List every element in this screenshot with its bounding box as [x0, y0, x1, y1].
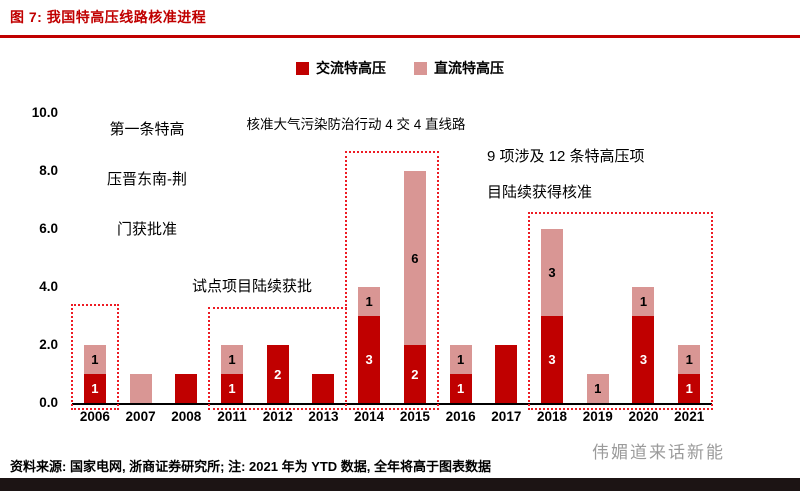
- x-tick-label: 2017: [491, 409, 522, 424]
- bar-value-label: 1: [594, 381, 602, 396]
- bar-column: [301, 113, 347, 403]
- bar-value-label: 1: [685, 352, 693, 367]
- bar-segment-ac: 3: [632, 316, 655, 403]
- x-tick-label: 2015: [399, 409, 430, 424]
- figure-header: 图 7: 我国特高压线路核准进程: [0, 0, 800, 38]
- bar-value-label: 1: [365, 294, 373, 309]
- bar-segment-ac: [495, 345, 518, 403]
- source-note: 资料来源: 国家电网, 浙商证券研究所; 注: 2021 年为 YTD 数据, …: [10, 459, 492, 474]
- annotation-air-pollution-action: 核准大气污染防治行动 4 交 4 直线路: [246, 117, 466, 132]
- bar-value-label: 3: [548, 265, 556, 280]
- x-tick-label: 2013: [308, 409, 339, 424]
- x-tick-label: 2008: [171, 409, 202, 424]
- x-tick-label: 2006: [79, 409, 110, 424]
- bar-value-label: 1: [228, 381, 236, 396]
- legend-swatch: [414, 61, 427, 75]
- bar-segment-dc: 1: [221, 345, 244, 374]
- bar-segment-ac: [312, 374, 335, 403]
- bar-value-label: 2: [411, 366, 419, 382]
- bar-segment-dc: 1: [586, 374, 609, 403]
- bar-segment-dc: 1: [83, 345, 106, 374]
- bar-segment-ac: 1: [449, 374, 472, 403]
- y-tick-label: 0.0: [39, 395, 58, 410]
- annotation-first-uhv-line: 第一条特高 压晋东南-荆 门获批准: [107, 121, 187, 238]
- bar-segment-dc: 1: [678, 345, 701, 374]
- bar-segment-ac: 1: [678, 374, 701, 403]
- legend-label: 交流特高压: [316, 60, 386, 76]
- x-tick-label: 2018: [537, 409, 568, 424]
- bar-value-label: 1: [456, 352, 465, 367]
- bottom-bar: [0, 478, 800, 491]
- x-tick-label: 2016: [445, 409, 476, 424]
- figure-title: 图 7: 我国特高压线路核准进程: [10, 9, 207, 25]
- bar-column: 1: [575, 113, 621, 403]
- bar-value-label: 3: [639, 352, 648, 367]
- y-axis: 0.0 2.0 4.0 6.0 8.0 10.0: [0, 105, 58, 410]
- bar-column: [118, 113, 164, 403]
- bar-segment-ac: 3: [541, 316, 564, 403]
- x-tick-label: 2014: [354, 409, 385, 424]
- annotation-pilot-projects: 试点项目陆续获批: [191, 278, 312, 295]
- bar-value-label: 1: [685, 381, 693, 396]
- legend-item: 交流特高压: [296, 58, 386, 78]
- legend-label: 直流特高压: [434, 60, 504, 76]
- bar-segment-dc: 6: [403, 171, 426, 345]
- annotation-nine-projects: 9 项涉及 12 条特高压项 目陆续获得核准: [487, 148, 645, 201]
- bar-segment-dc: 3: [541, 229, 564, 316]
- bar-segment-ac: 2: [266, 345, 289, 403]
- bar-segment-ac: [175, 374, 198, 403]
- bar-segment-dc: 1: [449, 345, 472, 374]
- legend-swatch: [296, 61, 309, 75]
- chart-legend: 交流特高压 直流特高压: [0, 58, 800, 78]
- bar-segment-dc: 1: [358, 287, 381, 316]
- bar-segment-ac: 3: [358, 316, 381, 403]
- bar-segment-ac: 1: [83, 374, 106, 403]
- x-tick-label: 2019: [582, 409, 613, 424]
- x-tick-label: 2011: [217, 409, 247, 424]
- bar-segment-dc: 1: [632, 287, 655, 316]
- bar-value-label: 1: [228, 352, 236, 367]
- x-tick-label: 2021: [674, 409, 705, 424]
- bar-value-label: 6: [411, 250, 419, 266]
- watermark: 伟媚道来话新能: [592, 443, 725, 462]
- bar-value-label: 1: [91, 381, 99, 396]
- bar-value-label: 1: [91, 352, 99, 367]
- bar-value-label: 1: [456, 381, 465, 396]
- bar-segment-ac: 1: [221, 374, 244, 403]
- bar-column: 2: [255, 113, 301, 403]
- y-tick-label: 6.0: [39, 221, 58, 236]
- bar-value-label: 3: [548, 352, 556, 367]
- x-axis: 2006 2007 2008 2011 2012 2013 2014 2015 2016 2017…: [72, 409, 712, 424]
- y-tick-label: 2.0: [39, 337, 58, 352]
- bar-value-label: 2: [274, 366, 282, 382]
- bar-segment-dc: [129, 374, 152, 403]
- y-tick-label: 10.0: [31, 105, 58, 120]
- x-tick-label: 2007: [125, 409, 156, 424]
- bar-column: [163, 113, 209, 403]
- x-tick-label: 2012: [262, 409, 293, 424]
- x-tick-label: 2020: [628, 409, 659, 424]
- bar-value-label: 1: [639, 294, 648, 309]
- legend-item: 直流特高压: [414, 58, 504, 78]
- bar-segment-ac: 2: [403, 345, 426, 403]
- bar-column: [483, 113, 529, 403]
- y-tick-label: 4.0: [39, 279, 58, 294]
- bar-value-label: 3: [365, 352, 373, 367]
- y-tick-label: 8.0: [39, 163, 58, 178]
